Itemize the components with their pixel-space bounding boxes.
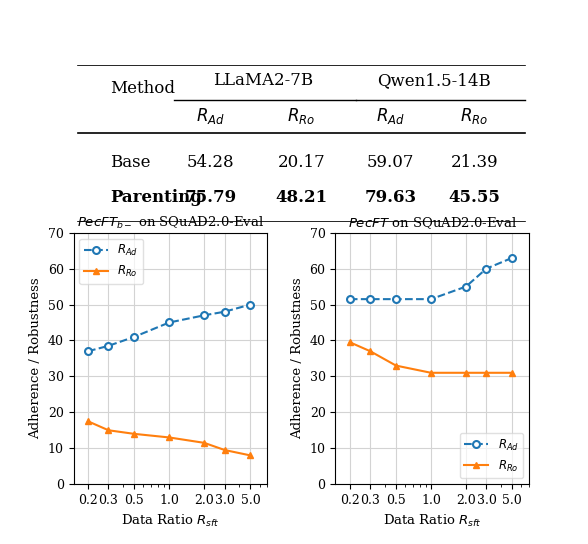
- $R_{Ad}$: [462, 283, 469, 290]
- Title: $\it{PecFT}$ on SQuAD2.0-Eval: $\it{PecFT}$ on SQuAD2.0-Eval: [348, 215, 517, 231]
- $R_{Ro}$: [483, 369, 490, 376]
- $R_{Ro}$: [105, 427, 112, 434]
- $R_{Ad}$: [247, 301, 254, 308]
- $R_{Ad}$: [509, 255, 516, 261]
- $R_{Ad}$: [221, 308, 228, 315]
- Text: 79.63: 79.63: [364, 189, 416, 206]
- $R_{Ad}$: [483, 265, 490, 272]
- $R_{Ro}$: [427, 369, 435, 376]
- Text: Qwen1.5-14B: Qwen1.5-14B: [377, 72, 490, 90]
- Line: $R_{Ad}$: $R_{Ad}$: [85, 301, 254, 355]
- $R_{Ro}$: [166, 434, 173, 441]
- Title: $\it{PecFT}$$_{b-}$ on SQuAD2.0-Eval: $\it{PecFT}$$_{b-}$ on SQuAD2.0-Eval: [77, 215, 264, 231]
- $R_{Ro}$: [393, 362, 400, 369]
- Y-axis label: Adherence / Robustness: Adherence / Robustness: [291, 277, 304, 439]
- $R_{Ro}$: [367, 348, 374, 355]
- $R_{Ro}$: [346, 339, 353, 345]
- $R_{Ro}$: [201, 440, 208, 446]
- $R_{Ad}$: [367, 296, 374, 302]
- $R_{Ad}$: [427, 296, 435, 302]
- $R_{Ad}$: [131, 333, 138, 340]
- Y-axis label: Adherence / Robustness: Adherence / Robustness: [29, 277, 42, 439]
- X-axis label: Data Ratio $R_{sft}$: Data Ratio $R_{sft}$: [121, 512, 220, 529]
- Text: Base: Base: [110, 154, 151, 171]
- $R_{Ro}$: [131, 431, 138, 437]
- Legend: $R_{Ad}$, $R_{Ro}$: $R_{Ad}$, $R_{Ro}$: [460, 432, 523, 478]
- Text: 59.07: 59.07: [366, 154, 414, 171]
- Text: $R_{Ro}$: $R_{Ro}$: [288, 106, 315, 126]
- Text: 20.17: 20.17: [278, 154, 325, 171]
- $R_{Ad}$: [105, 343, 112, 349]
- $R_{Ro}$: [462, 369, 469, 376]
- Legend: $R_{Ad}$, $R_{Ro}$: $R_{Ad}$, $R_{Ro}$: [79, 239, 143, 284]
- $R_{Ro}$: [85, 418, 92, 424]
- $R_{Ad}$: [201, 312, 208, 319]
- $R_{Ro}$: [247, 452, 254, 459]
- $R_{Ro}$: [221, 447, 228, 453]
- $R_{Ro}$: [509, 369, 516, 376]
- Text: 54.28: 54.28: [186, 154, 234, 171]
- Line: $R_{Ro}$: $R_{Ro}$: [346, 339, 516, 376]
- Text: 75.79: 75.79: [184, 189, 236, 206]
- Text: 21.39: 21.39: [451, 154, 498, 171]
- Text: Method: Method: [110, 81, 175, 97]
- Line: $R_{Ad}$: $R_{Ad}$: [346, 255, 516, 302]
- Text: $R_{Ro}$: $R_{Ro}$: [460, 106, 489, 126]
- $R_{Ad}$: [166, 319, 173, 326]
- $R_{Ad}$: [393, 296, 400, 302]
- Text: $R_{Ad}$: $R_{Ad}$: [376, 106, 405, 126]
- Text: 45.55: 45.55: [449, 189, 500, 206]
- $R_{Ad}$: [85, 348, 92, 355]
- Text: $R_{Ad}$: $R_{Ad}$: [196, 106, 225, 126]
- Text: Parenting: Parenting: [110, 189, 202, 206]
- Text: 48.21: 48.21: [275, 189, 328, 206]
- $R_{Ad}$: [346, 296, 353, 302]
- X-axis label: Data Ratio $R_{sft}$: Data Ratio $R_{sft}$: [383, 512, 482, 529]
- Text: LLaMA2-7B: LLaMA2-7B: [212, 72, 313, 90]
- Line: $R_{Ro}$: $R_{Ro}$: [85, 418, 254, 459]
